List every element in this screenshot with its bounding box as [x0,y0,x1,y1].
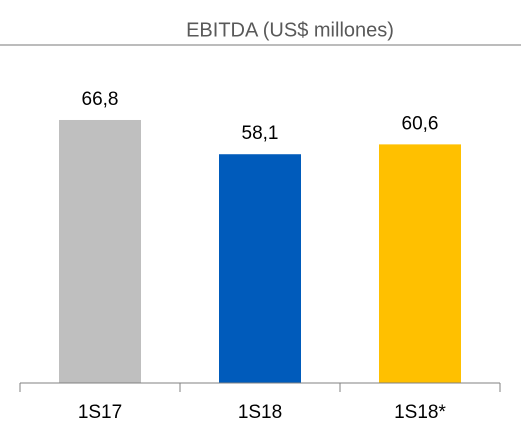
bar [379,144,461,383]
data-label: 58,1 [242,123,279,144]
x-tick-label: 1S17 [78,402,122,423]
data-label: 60,6 [402,113,439,134]
bar [59,119,141,383]
data-label: 66,8 [82,89,119,110]
x-tick-label: 1S18 [238,402,282,423]
x-tick-label: 1S18* [394,402,446,423]
chart-title: EBITDA (US$ millones) [186,19,394,41]
bar [219,154,301,383]
